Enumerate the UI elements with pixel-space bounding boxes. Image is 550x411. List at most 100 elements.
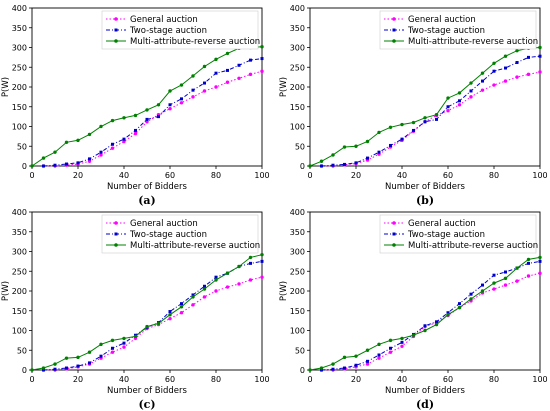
data-point [377, 353, 381, 357]
data-point [469, 95, 473, 99]
panel-label: (a) [138, 194, 156, 207]
data-point [526, 274, 531, 278]
legend-label: General auction [130, 15, 198, 25]
data-point [260, 69, 264, 73]
data-point [365, 139, 370, 144]
data-point [515, 266, 519, 270]
legend [101, 10, 259, 50]
y-tick-label: 200 [290, 83, 305, 92]
data-point [458, 99, 461, 103]
legend-label: Two-stage auction [129, 26, 207, 36]
data-point [515, 279, 519, 283]
x-tick-label: 0 [307, 375, 312, 384]
data-point [388, 338, 393, 343]
data-point [538, 271, 542, 275]
y-tick-label: 0 [22, 366, 27, 375]
legend-label: Two-stage auction [407, 230, 485, 240]
series-line [309, 256, 541, 371]
data-point [366, 156, 369, 160]
data-point [237, 282, 241, 286]
data-point [423, 324, 427, 328]
data-point [41, 156, 46, 160]
data-point [168, 89, 172, 93]
data-point [145, 324, 149, 329]
x-tick-label: 20 [351, 375, 361, 384]
x-axis-label: Number of Bidders [107, 182, 187, 192]
data-point [225, 271, 230, 275]
data-point [389, 346, 392, 350]
x-tick-label: 80 [211, 171, 221, 180]
data-point [260, 259, 264, 263]
y-tick-label: 400 [12, 208, 27, 217]
data-point [203, 284, 206, 288]
data-point [389, 143, 392, 147]
data-point [99, 150, 103, 154]
legend-label: Two-stage auction [407, 26, 485, 36]
x-tick-label: 40 [119, 375, 129, 384]
x-tick-label: 0 [307, 171, 312, 180]
y-tick-label: 100 [12, 123, 27, 132]
data-point [225, 51, 230, 56]
y-tick-label: 100 [290, 327, 305, 336]
data-point [503, 276, 508, 281]
data-point [343, 366, 346, 370]
data-point [469, 81, 473, 85]
series-line [31, 46, 263, 167]
data-point [237, 76, 241, 81]
panel-label: (b) [416, 194, 434, 207]
y-axis-label: P(W) [279, 77, 289, 97]
data-point [377, 356, 381, 360]
data-point [377, 150, 381, 154]
y-tick-label: 50 [17, 346, 27, 355]
x-tick-label: 0 [29, 171, 34, 180]
data-point [65, 162, 68, 166]
data-point [515, 75, 519, 79]
x-tick-label: 80 [489, 375, 499, 384]
data-point [446, 96, 450, 100]
data-point [110, 146, 115, 150]
data-point [503, 54, 508, 58]
x-tick-label: 0 [29, 375, 34, 384]
data-point [248, 278, 253, 282]
legend-marker [114, 17, 118, 21]
data-point [30, 368, 34, 372]
y-tick-label: 0 [300, 162, 305, 171]
data-point [42, 368, 45, 372]
data-point [492, 287, 496, 291]
data-point [110, 118, 115, 123]
data-point [191, 295, 195, 299]
data-point [87, 159, 92, 163]
data-point [480, 88, 485, 92]
data-point [538, 45, 542, 50]
y-tick-label: 350 [290, 24, 305, 33]
data-point [88, 157, 91, 161]
chart-panel-3: 0 50 100 150 200 250 300 350 400 0 20 40 60 80 100 Numb… [1, 208, 270, 411]
x-tick-label: 60 [443, 375, 453, 384]
data-point [99, 153, 103, 157]
data-point [237, 63, 241, 67]
data-point [342, 145, 347, 149]
y-tick-label: 50 [17, 142, 27, 151]
data-point [400, 336, 404, 341]
data-point [435, 117, 438, 121]
legend-marker [114, 232, 118, 236]
data-point [481, 79, 484, 83]
data-point [179, 101, 184, 105]
data-point [434, 112, 439, 117]
data-point [30, 164, 34, 168]
y-axis-label: P(W) [1, 77, 11, 97]
data-point [53, 163, 57, 167]
legend-marker [392, 17, 396, 21]
data-point [191, 88, 195, 92]
data-point [42, 164, 45, 168]
series-line [43, 58, 263, 167]
chart-panel-4: 0 50 100 150 200 250 300 350 400 0 20 40 60 80 100 Numb… [279, 208, 548, 411]
legend-label: Multi-attribute-reverse auction [408, 241, 538, 251]
data-point [156, 321, 161, 326]
data-point [526, 257, 531, 262]
data-point [99, 342, 103, 347]
legend [379, 10, 537, 50]
y-tick-label: 400 [290, 208, 305, 217]
data-point [249, 58, 252, 62]
